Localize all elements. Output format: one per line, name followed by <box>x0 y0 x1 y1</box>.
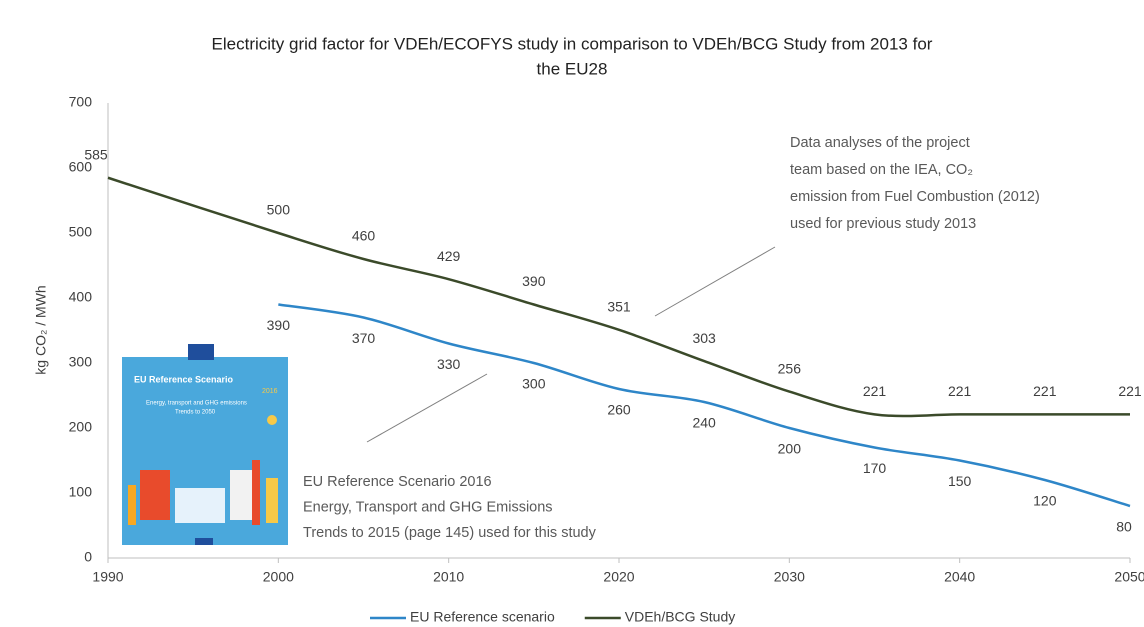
chart-title: the EU28 <box>537 59 608 78</box>
y-tick-label: 400 <box>69 289 93 305</box>
data-label: 221 <box>1118 383 1142 399</box>
data-label: 150 <box>948 473 972 489</box>
annotation: Trends to 2015 (page 145) used for this … <box>303 525 597 541</box>
y-axis-label: kg CO₂ / MWh <box>33 285 49 374</box>
data-label: 351 <box>607 299 631 315</box>
cover-shape <box>266 478 278 523</box>
data-label: 585 <box>84 146 108 162</box>
data-label: 300 <box>522 376 546 392</box>
cover-subtitle: Energy, transport and GHG emissions <box>146 401 247 407</box>
cover-shape <box>128 485 136 525</box>
x-tick-label: 2000 <box>263 569 294 585</box>
data-label: 390 <box>267 317 291 333</box>
cover-shape <box>195 538 213 545</box>
data-label: 221 <box>863 383 887 399</box>
annotation: EU Reference Scenario 2016 <box>303 474 492 490</box>
data-label: 390 <box>522 273 546 289</box>
x-tick-label: 2040 <box>944 569 975 585</box>
cover-year: 2016 <box>262 388 278 395</box>
annotation: Energy, Transport and GHG Emissions <box>303 499 553 515</box>
cover-subtitle: Trends to 2050 <box>175 410 216 416</box>
data-label: 221 <box>948 383 972 399</box>
data-label: 80 <box>1116 519 1132 535</box>
chart-title: Electricity grid factor for VDEh/ECOFYS … <box>212 34 933 53</box>
data-label: 256 <box>778 360 802 376</box>
data-label: 260 <box>607 402 631 418</box>
cover-title: EU Reference Scenario <box>134 374 234 384</box>
data-label: 240 <box>692 415 716 431</box>
y-tick-label: 300 <box>69 354 93 370</box>
annotation: emission from Fuel Combustion (2012) <box>790 189 1040 205</box>
x-tick-label: 2010 <box>433 569 464 585</box>
data-label: 170 <box>863 460 887 476</box>
annotation: used for previous study 2013 <box>790 216 976 232</box>
cover-sun <box>267 415 277 425</box>
cover-shape <box>175 488 225 523</box>
x-tick-label: 2050 <box>1114 569 1144 585</box>
data-label: 221 <box>1033 383 1057 399</box>
data-label: 500 <box>267 202 291 218</box>
y-tick-label: 0 <box>84 549 92 565</box>
x-tick-label: 2030 <box>774 569 805 585</box>
annotation: Data analyses of the project <box>790 135 970 151</box>
chart: Electricity grid factor for VDEh/ECOFYS … <box>0 0 1144 627</box>
cover-shape <box>140 470 170 520</box>
x-tick-label: 2020 <box>603 569 634 585</box>
data-label: 303 <box>692 330 716 346</box>
data-label: 429 <box>437 248 461 264</box>
data-label: 460 <box>352 228 376 244</box>
legend-label: VDEh/BCG Study <box>625 609 736 625</box>
data-label: 370 <box>352 330 376 346</box>
y-tick-label: 100 <box>69 484 93 500</box>
annotation: team based on the IEA, CO₂ <box>790 162 973 178</box>
cover-shape <box>252 460 260 525</box>
x-tick-label: 1990 <box>92 569 123 585</box>
legend-label: EU Reference scenario <box>410 609 555 625</box>
data-label: 120 <box>1033 493 1057 509</box>
y-tick-label: 500 <box>69 224 93 240</box>
y-tick-label: 200 <box>69 419 93 435</box>
data-label: 200 <box>778 441 802 457</box>
y-tick-label: 700 <box>69 94 93 110</box>
data-label: 330 <box>437 356 461 372</box>
report-cover: EU Reference Scenario 2016 Energy, trans… <box>122 344 288 545</box>
eu-flag <box>188 344 214 360</box>
